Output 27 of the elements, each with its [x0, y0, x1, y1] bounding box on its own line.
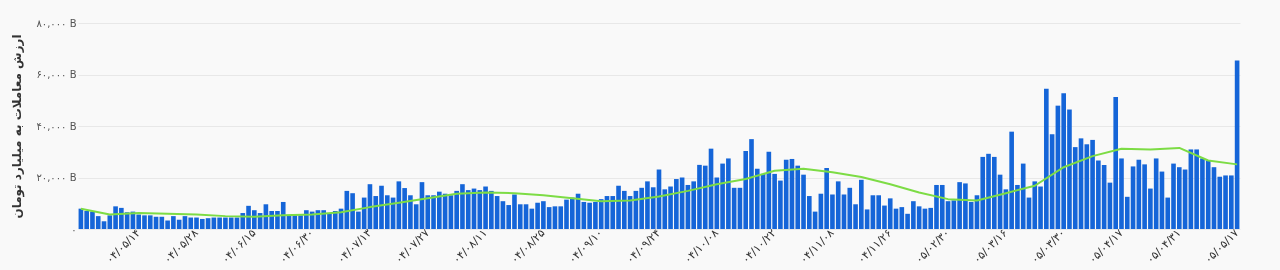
x-tick-label: ۰۴/۰۹/۲۴	[623, 226, 664, 267]
x-tick-label: ۰۴/۱۰/۰۸	[681, 226, 722, 267]
x-tick-label: ۰۴/۱۰/۲۲	[739, 226, 779, 267]
x-tick-label: ۰۴/۰۸/۲۵	[508, 226, 548, 267]
x-tick-label: ۰۵/۰۳/۱۶	[970, 226, 1011, 267]
x-tick-label: ۰۵/۰۴/۳۱	[1144, 226, 1184, 267]
x-tick-label: ۰۴/۱۱/۰۸	[797, 226, 837, 267]
x-tick-label: ۰۴/۰۶/۱۵	[219, 226, 259, 267]
x-tick-label: ۰۴/۰۶/۳۰	[276, 226, 317, 267]
y-tick-label: ۸۰,۰۰۰ B	[36, 17, 77, 29]
x-tick-label: ۰۴/۰۷/۲۷	[392, 226, 433, 267]
x-tick-label: ۰۴/۰۵/۱۴	[103, 226, 143, 267]
y-tick-label: ۰	[71, 223, 77, 235]
x-tick-label: ۰۵/۰۵/۱۷	[1201, 226, 1242, 267]
x-tick-label: ۰۴/۰۸/۱۱	[450, 226, 490, 267]
y-axis-title: ارزش معاملات به میلیارد تومان	[10, 34, 26, 219]
x-tick-label: ۰۴/۰۵/۲۸	[161, 226, 201, 267]
x-tick-label: ۰۴/۱۱/۲۶	[854, 226, 895, 267]
y-tick-label: ۲۰,۰۰۰ B	[36, 172, 77, 183]
x-tick-label: ۰۴/۰۷/۱۳	[334, 226, 375, 267]
y-tick-label: ۶۰,۰۰۰ B	[36, 69, 77, 80]
y-tick-label: ۴۰,۰۰۰ B	[36, 120, 77, 132]
x-tick-label: ۰۵/۰۲/۳۰	[912, 226, 953, 267]
x-tick-label: ۰۵/۰۳/۳۰	[1028, 226, 1068, 267]
line-series	[79, 146, 1239, 218]
x-tick-label: ۰۵/۰۴/۱۷	[1086, 226, 1126, 267]
x-tick-label: ۰۴/۰۹/۱۰	[565, 226, 606, 267]
